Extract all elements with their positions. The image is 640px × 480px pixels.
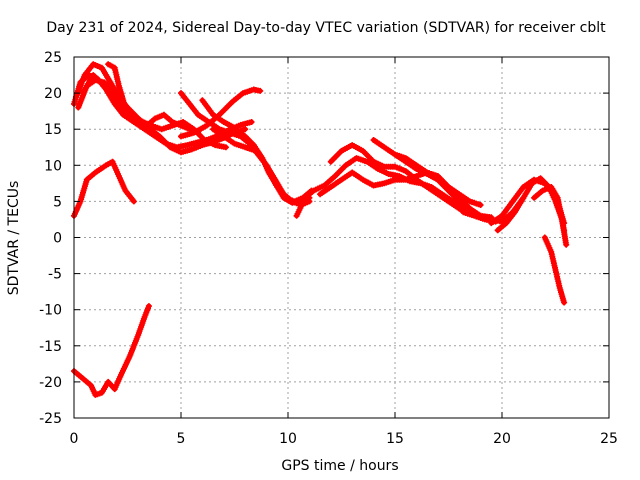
chart-title: Day 231 of 2024, Sidereal Day-to-day VTE… <box>46 20 606 36</box>
series-arc-n <box>392 151 484 208</box>
y-tick-label: -20 <box>39 375 62 391</box>
grid <box>74 57 609 418</box>
data-point <box>257 87 264 94</box>
series-arc-c <box>75 77 229 151</box>
data-point <box>306 198 313 205</box>
tick-labels: 0 5 10 15 20 25 -25 -20 -15 -10 -5 0 5 10 15 20 25 <box>39 50 618 447</box>
y-tick-label: 0 <box>53 231 62 247</box>
x-tick-label: 15 <box>386 431 404 447</box>
data-point <box>222 144 229 151</box>
series-line <box>317 170 526 225</box>
series-arc-q <box>531 184 568 234</box>
series-arc-i <box>210 126 313 208</box>
series-arc-e <box>105 61 131 118</box>
data-point <box>561 227 568 234</box>
x-tick-label: 25 <box>600 431 618 447</box>
data-point <box>561 299 568 306</box>
x-axis-label: GPS time / hours <box>281 458 398 474</box>
series-arc-d <box>79 72 202 136</box>
series-arc-s <box>71 158 137 219</box>
data-point <box>130 198 137 205</box>
x-tick-label: 20 <box>493 431 511 447</box>
y-tick-label: -10 <box>39 303 62 319</box>
y-tick-label: -15 <box>39 339 62 355</box>
data-point <box>248 119 255 125</box>
x-tick-label: 0 <box>70 431 79 447</box>
y-tick-label: -5 <box>48 267 62 283</box>
x-tick-label: 10 <box>279 431 297 447</box>
y-tick-label: 10 <box>44 158 62 174</box>
series-arc-r <box>541 234 568 306</box>
data-point <box>563 241 570 248</box>
y-tick-label: 15 <box>44 122 62 138</box>
y-tick-label: -25 <box>39 411 62 427</box>
data-point <box>242 126 249 133</box>
y-tick-label: 25 <box>44 50 62 66</box>
data-point <box>488 214 495 221</box>
y-tick-label: 5 <box>53 194 62 210</box>
data-point <box>464 209 471 216</box>
series-arc-k <box>317 169 527 225</box>
x-tick-label: 5 <box>177 431 186 447</box>
data-point <box>477 202 484 208</box>
data-point <box>145 303 152 310</box>
series-arc-t <box>71 303 152 398</box>
data-series <box>71 61 570 398</box>
data-point <box>124 111 131 118</box>
y-axis-label: SDTVAR / TECUs <box>6 181 22 296</box>
y-tick-label: 20 <box>44 86 62 102</box>
axis-ticks <box>73 56 610 419</box>
series-arc-h <box>178 86 264 140</box>
